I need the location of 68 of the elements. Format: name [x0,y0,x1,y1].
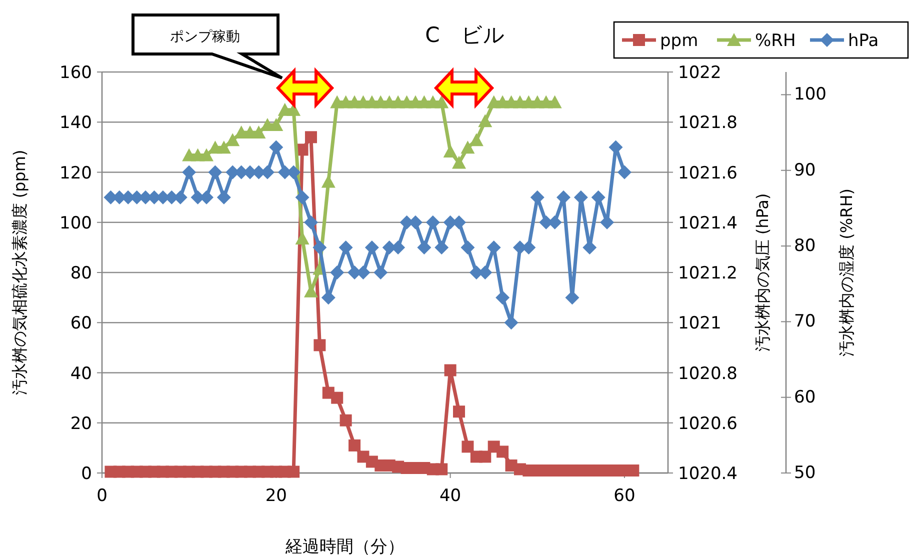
y3-axis-title: 汚水桝内の湿度 (%RH) [837,188,856,356]
y2-tick-label: 1022 [678,63,722,83]
y2-tick-label: 1020.4 [678,464,738,484]
point [199,148,214,162]
y-tick-label: 40 [70,364,92,384]
point [374,266,388,280]
y2-tick-label: 1021.2 [678,264,738,284]
x-tick-label: 60 [614,486,636,506]
point [617,165,632,180]
y3-tick-label: 60 [794,387,816,408]
point [556,190,571,204]
y2-tick-label: 1021.4 [678,213,738,234]
point [295,190,310,204]
y3-tick-label: 50 [794,463,816,483]
point [304,215,318,230]
y-tick-label: 100 [60,213,92,234]
y-tick-label: 160 [60,63,92,83]
point [496,290,510,305]
y-tick-label: 20 [70,414,92,434]
legend-label: hPa [848,31,879,51]
point [548,95,562,108]
point [434,95,449,108]
y2-tick-label: 1020.8 [678,364,738,384]
point [452,156,466,169]
point [208,165,222,180]
point [364,240,379,254]
y2-tick-label: 1021.6 [678,163,738,184]
point [312,240,327,254]
callout: ポンプ稼動 [132,14,284,80]
y-tick-label: 80 [70,264,92,284]
chart-title: C ビル [425,23,505,47]
y-tick-label: 120 [60,163,92,184]
point [434,240,449,254]
y2-tick-label: 1021 [678,314,722,334]
x-tick-label: 0 [96,486,108,506]
point [443,144,458,158]
y2-axis-title: 汚水桝内の気圧 (hPa) [753,193,772,352]
y3-tick-label: 70 [794,312,816,332]
point [478,114,492,128]
point [216,190,231,204]
y2-tick-label: 1021.8 [678,113,738,134]
x-tick-label: 40 [439,486,462,506]
y-tick-label: 60 [70,314,92,334]
axis-y3: 50 60 70 80 90 100 [780,72,826,483]
point [269,140,284,154]
point [321,174,336,188]
point [330,266,344,280]
point [460,240,475,254]
y-tick-label: 0 [81,464,92,484]
point [574,190,588,204]
point [338,240,353,254]
y-axis-title: 汚水桝の気相硫化水素濃度 (ppm) [10,150,29,396]
x-tick-label: 20 [265,486,287,506]
y3-tick-label: 100 [794,84,826,105]
point [565,290,580,305]
legend-label: %RH [755,31,796,51]
y3-tick-label: 80 [794,236,816,256]
x-axis-title: 経過時間（分） [284,537,404,555]
point [226,133,240,146]
y-tick-label: 140 [60,113,92,134]
legend-label: ppm [660,31,698,51]
point [426,215,440,230]
y2-tick-label: 1020.6 [678,414,738,434]
point [417,240,432,254]
point [216,140,231,154]
point [182,165,196,180]
y3-tick-label: 90 [794,160,816,180]
point [460,140,475,154]
